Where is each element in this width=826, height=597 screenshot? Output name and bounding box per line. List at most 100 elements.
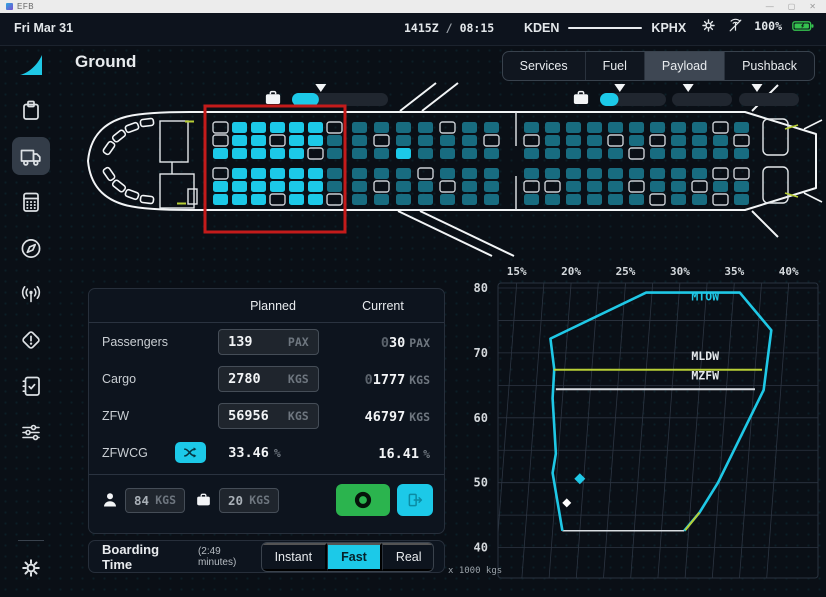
tab-services[interactable]: Services (503, 52, 585, 80)
seat[interactable] (713, 148, 728, 159)
seat[interactable] (462, 168, 477, 179)
seat[interactable] (650, 122, 665, 133)
seat[interactable] (289, 194, 304, 205)
seat[interactable] (671, 135, 686, 146)
seat[interactable] (734, 148, 749, 159)
seat[interactable] (327, 194, 342, 205)
seat[interactable] (484, 168, 499, 179)
seat[interactable] (418, 122, 433, 133)
seat[interactable] (608, 168, 623, 179)
cg-shuffle-button[interactable] (175, 442, 206, 463)
seat[interactable] (374, 168, 389, 179)
sidebar-item-navigation[interactable] (12, 229, 50, 267)
seat[interactable] (251, 194, 266, 205)
seat[interactable] (608, 122, 623, 133)
seat[interactable] (713, 194, 728, 205)
seat[interactable] (440, 181, 455, 192)
close-button[interactable]: ✕ (809, 2, 816, 11)
per-bag-weight-input[interactable]: 20 KGS (219, 488, 279, 513)
seat[interactable] (352, 122, 367, 133)
seat[interactable] (671, 181, 686, 192)
seat[interactable] (629, 181, 644, 192)
seat[interactable] (734, 181, 749, 192)
seat[interactable] (289, 148, 304, 159)
seat[interactable] (213, 122, 228, 133)
seat[interactable] (587, 181, 602, 192)
seat[interactable] (213, 181, 228, 192)
seat[interactable] (713, 135, 728, 146)
seat[interactable] (692, 135, 707, 146)
seat[interactable] (650, 181, 665, 192)
seat[interactable] (213, 168, 228, 179)
sidebar-item-checklists[interactable] (12, 367, 50, 405)
cargo-target-marker[interactable] (315, 84, 326, 92)
seat[interactable] (374, 135, 389, 146)
seat[interactable] (608, 194, 623, 205)
seat[interactable] (734, 122, 749, 133)
per-pax-weight-input[interactable]: 84 KGS (125, 488, 185, 513)
seat[interactable] (308, 181, 323, 192)
seat[interactable] (270, 148, 285, 159)
seat[interactable] (308, 122, 323, 133)
seat[interactable] (418, 181, 433, 192)
seat[interactable] (270, 181, 285, 192)
seat[interactable] (418, 148, 433, 159)
seat[interactable] (232, 168, 247, 179)
seat[interactable] (608, 181, 623, 192)
seat[interactable] (270, 194, 285, 205)
seat[interactable] (396, 148, 411, 159)
seat[interactable] (462, 122, 477, 133)
sidebar-item-failures[interactable] (12, 321, 50, 359)
seat[interactable] (327, 168, 342, 179)
seat[interactable] (713, 168, 728, 179)
seat[interactable] (462, 194, 477, 205)
seat[interactable] (213, 194, 228, 205)
seat[interactable] (308, 194, 323, 205)
minimize-button[interactable]: — (766, 2, 774, 11)
seat[interactable] (440, 168, 455, 179)
seat[interactable] (524, 122, 539, 133)
seat[interactable] (396, 135, 411, 146)
seat[interactable] (440, 148, 455, 159)
sidebar-item-ground[interactable] (12, 137, 50, 175)
seat[interactable] (734, 194, 749, 205)
seat[interactable] (692, 148, 707, 159)
seat[interactable] (484, 148, 499, 159)
seat[interactable] (587, 135, 602, 146)
seat[interactable] (608, 135, 623, 146)
seat[interactable] (524, 168, 539, 179)
maximize-button[interactable]: ▢ (788, 2, 796, 11)
cargo-bar[interactable] (739, 93, 799, 106)
seat[interactable] (671, 148, 686, 159)
quick-settings-gear-icon[interactable] (700, 17, 717, 34)
cargo-bar[interactable] (672, 93, 732, 106)
cargo-input[interactable]: 2780 KGS (218, 366, 319, 392)
seat[interactable] (671, 122, 686, 133)
seat[interactable] (418, 168, 433, 179)
seat[interactable] (270, 122, 285, 133)
seat[interactable] (327, 135, 342, 146)
tab-fuel[interactable]: Fuel (585, 52, 644, 80)
seat[interactable] (308, 148, 323, 159)
seat[interactable] (484, 194, 499, 205)
seat[interactable] (418, 135, 433, 146)
seat[interactable] (566, 168, 581, 179)
seat[interactable] (327, 148, 342, 159)
boarding-speed-fast[interactable]: Fast (327, 543, 382, 571)
seat[interactable] (734, 135, 749, 146)
seat[interactable] (484, 135, 499, 146)
seat[interactable] (692, 122, 707, 133)
seat[interactable] (374, 181, 389, 192)
seat[interactable] (213, 135, 228, 146)
deboard-button[interactable] (397, 484, 433, 516)
seat[interactable] (352, 135, 367, 146)
seat[interactable] (352, 194, 367, 205)
seat[interactable] (524, 181, 539, 192)
seat[interactable] (629, 194, 644, 205)
passengers-input[interactable]: 139 PAX (218, 329, 319, 355)
sidebar-item-atc[interactable] (12, 275, 50, 313)
seat[interactable] (289, 168, 304, 179)
seat[interactable] (374, 122, 389, 133)
seat[interactable] (232, 181, 247, 192)
seat[interactable] (308, 135, 323, 146)
